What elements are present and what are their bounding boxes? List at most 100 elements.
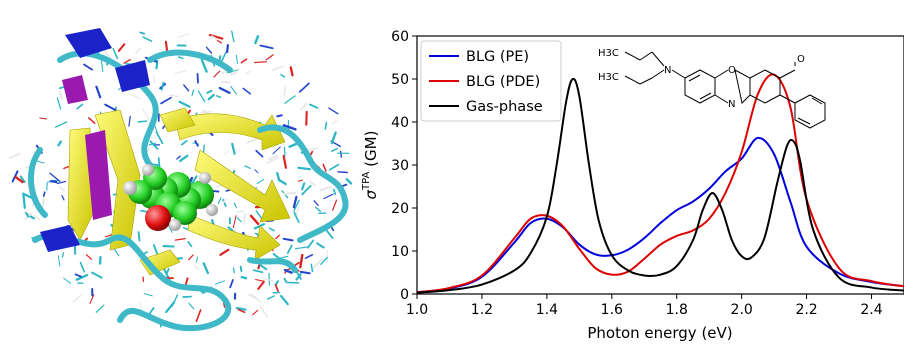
sidechain-stick xyxy=(112,47,119,60)
svg-text:σTPA (GM): σTPA (GM) xyxy=(361,131,380,200)
x-tick-label: 1.6 xyxy=(601,302,623,318)
sidechain-stick xyxy=(155,131,164,145)
sidechain-stick xyxy=(123,58,131,64)
sidechain-stick xyxy=(328,107,339,115)
sidechain-stick xyxy=(316,242,325,249)
sidechain-stick xyxy=(299,270,311,275)
sidechain-stick xyxy=(169,94,180,98)
sidechain-stick xyxy=(19,175,26,183)
sidechain-stick xyxy=(223,302,226,308)
sidechain-stick xyxy=(345,178,353,185)
sidechain-stick xyxy=(249,214,260,226)
y-tick-label: 20 xyxy=(391,201,409,217)
legend: BLG (PE) BLG (PDE) Gas-phase xyxy=(420,40,562,122)
sidechain-stick xyxy=(180,140,188,146)
sidechain-stick xyxy=(143,293,153,297)
sidechain-stick xyxy=(61,252,65,258)
sidechain-stick xyxy=(272,146,281,155)
sidechain-stick xyxy=(328,163,340,171)
sidechain-stick xyxy=(183,84,190,92)
sidechain-stick xyxy=(58,186,65,192)
sidechain-stick xyxy=(312,258,324,269)
sidechain-stick xyxy=(299,253,304,269)
sidechain-stick xyxy=(174,69,187,75)
sidechain-stick xyxy=(282,237,294,242)
sidechain-stick xyxy=(85,254,93,260)
sidechain-stick xyxy=(229,71,237,76)
sidechain-stick xyxy=(295,273,302,281)
x-tick-label: 1.2 xyxy=(471,302,493,318)
sidechain-stick xyxy=(89,294,95,304)
protein-structure-image xyxy=(8,28,353,332)
x-tick-label: 2.4 xyxy=(860,302,882,318)
sidechain-stick xyxy=(195,309,202,323)
sidechain-stick xyxy=(330,147,338,152)
sidechain-stick xyxy=(24,211,30,218)
sidechain-stick xyxy=(213,70,221,78)
sidechain-stick xyxy=(236,210,245,213)
sidechain-stick xyxy=(117,43,126,52)
sidechain-stick xyxy=(309,180,316,187)
sidechain-stick xyxy=(265,54,274,61)
y-tick-label: 30 xyxy=(391,158,409,174)
sidechain-stick xyxy=(50,179,58,184)
sidechain-stick xyxy=(194,265,200,271)
ligand-spacefill xyxy=(123,164,218,231)
sidechain-stick xyxy=(324,121,328,130)
sidechain-stick xyxy=(83,63,93,71)
sidechain-stick xyxy=(315,206,321,213)
y-tick-label: 40 xyxy=(391,115,409,131)
sidechain-stick xyxy=(276,114,283,118)
atom-label-o-carbonyl: O xyxy=(797,54,805,65)
legend-label-blg-pde: BLG (PDE) xyxy=(466,74,540,90)
sidechain-stick xyxy=(160,81,165,91)
sidechain-stick xyxy=(232,267,235,274)
sidechain-stick xyxy=(100,59,104,73)
sidechain-stick xyxy=(217,197,222,205)
sidechain-stick xyxy=(282,124,297,131)
sidechain-stick xyxy=(229,279,234,289)
sidechain-stick xyxy=(137,120,148,123)
sidechain-stick xyxy=(279,255,289,259)
sidechain-stick xyxy=(254,169,259,174)
sidechain-stick xyxy=(210,35,223,43)
sidechain-stick xyxy=(266,156,279,164)
sidechain-stick xyxy=(91,271,103,279)
sidechain-stick xyxy=(243,212,246,225)
sidechain-stick xyxy=(56,97,62,110)
sidechain-stick xyxy=(313,200,319,207)
sidechain-stick xyxy=(200,58,208,73)
sidechain-stick xyxy=(178,56,184,60)
sidechain-stick xyxy=(276,172,281,182)
sidechain-stick xyxy=(236,217,242,223)
sidechain-stick xyxy=(202,262,210,275)
sidechain-stick xyxy=(178,100,191,108)
sidechain-stick xyxy=(128,93,141,100)
sidechain-stick xyxy=(49,172,61,182)
sidechain-stick xyxy=(304,254,314,260)
sidechain-stick xyxy=(283,146,286,157)
atom-label-n-amine: N xyxy=(664,65,671,76)
sidechain-stick xyxy=(205,46,213,54)
sidechain-stick xyxy=(305,147,319,152)
sidechain-stick xyxy=(254,35,260,45)
sidechain-stick xyxy=(245,70,251,75)
sidechain-stick xyxy=(255,149,264,158)
sidechain-stick xyxy=(256,178,265,185)
atom-label-h3c-bottom: H3C xyxy=(598,72,619,83)
sidechain-stick xyxy=(139,31,146,35)
sidechain-stick xyxy=(164,40,169,52)
sidechain-stick xyxy=(301,184,312,196)
sidechain-stick xyxy=(79,261,86,273)
sidechain-stick xyxy=(223,150,230,155)
sidechain-stick xyxy=(54,121,68,128)
sidechain-stick xyxy=(235,306,247,311)
sidechain-stick xyxy=(292,195,298,209)
sidechain-stick xyxy=(323,193,334,200)
sidechain-stick xyxy=(250,293,262,303)
sidechain-stick xyxy=(14,175,24,184)
sidechain-stick xyxy=(322,163,327,172)
sidechain-stick xyxy=(74,273,82,278)
sidechain-stick xyxy=(326,249,329,263)
